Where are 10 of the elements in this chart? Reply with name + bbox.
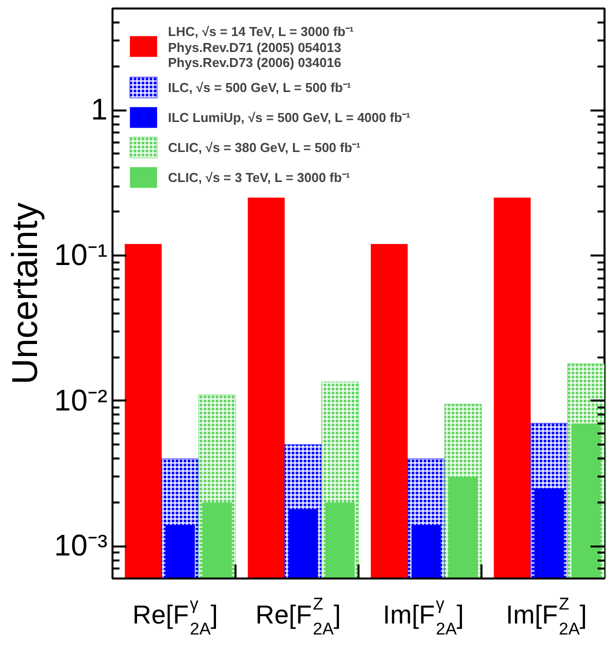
legend-label: CLIC, √s = 3 TeV, L = 3000 fb⁻¹ <box>168 169 350 186</box>
y-tick-label: 1 <box>90 94 108 127</box>
y-axis-title: Uncertainty <box>4 202 46 385</box>
legend-label: ILC, √s = 500 GeV, L = 500 fb⁻¹ <box>168 79 352 96</box>
legend-label: CLIC, √s = 380 GeV, L = 500 fb⁻¹ <box>168 139 360 156</box>
y-tick-label: 10⁻² <box>54 384 108 418</box>
legend-label: ILC LumiUp, √s = 500 GeV, L = 4000 fb⁻¹ <box>168 109 410 126</box>
y-tick-label: 10⁻³ <box>54 530 108 563</box>
legend-label: LHC, √s = 14 TeV, L = 3000 fb⁻¹ Phys.Rev.D71 (2005) 054013 Phys.Rev.D73 (2006) 034016 <box>168 23 354 70</box>
y-tick-label: 10⁻¹ <box>54 238 108 272</box>
